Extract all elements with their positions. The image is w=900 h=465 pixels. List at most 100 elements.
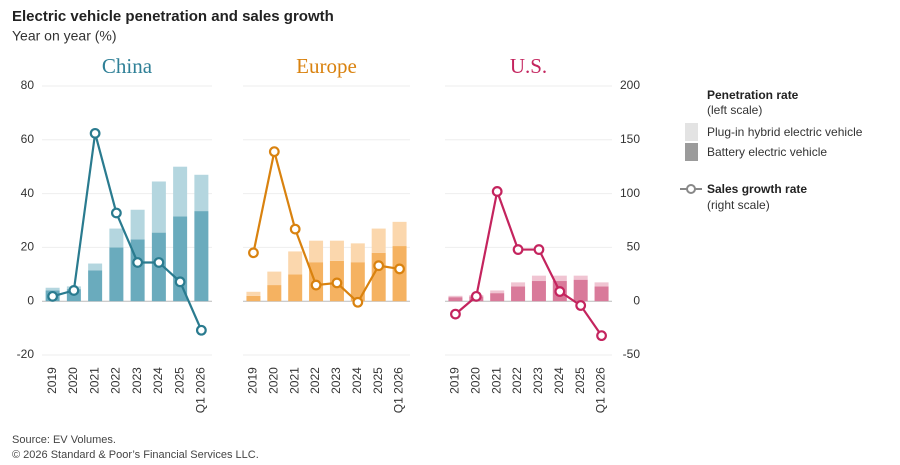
y-tick-label: 80 (21, 78, 35, 92)
point (132, 257, 144, 268)
point (153, 257, 165, 268)
panel-title: China (102, 54, 153, 78)
bar (490, 290, 505, 294)
bar (194, 211, 209, 302)
y-tick-label: 20 (21, 240, 35, 254)
legend-label: Plug-in hybrid electric vehicle (707, 125, 863, 139)
x-tick-label: 2023 (531, 367, 545, 394)
line (454, 187, 603, 337)
point (470, 290, 482, 302)
bar (109, 228, 124, 248)
point (373, 260, 385, 272)
x-tick-label: 2023 (130, 367, 144, 394)
bar (573, 275, 588, 280)
copyright: © 2026 Standard & Poor’s Financial Servi… (12, 449, 259, 461)
point (310, 279, 322, 291)
bar (573, 279, 588, 302)
x-tick-label: 2021 (489, 367, 503, 394)
y2-tick-label: 150 (620, 132, 640, 146)
point (575, 300, 587, 311)
x-tick-label: 2024 (151, 367, 165, 394)
bar (392, 221, 407, 247)
x-tick-label: 2024 (552, 367, 566, 394)
point (195, 324, 207, 336)
y-tick-label: 0 (27, 293, 34, 307)
point (596, 330, 607, 342)
bar (448, 297, 463, 302)
bar (45, 287, 60, 291)
x-tick-label: 2022 (308, 367, 322, 394)
point (491, 186, 503, 197)
legend-swatch (685, 143, 698, 161)
x-tick-label: 2021 (87, 367, 101, 394)
legend-label: Battery electric vehicle (707, 145, 827, 159)
bar (350, 262, 365, 302)
point (394, 263, 405, 275)
x-tick-label: 2019 (448, 367, 462, 394)
bar (246, 291, 261, 296)
point (47, 290, 59, 302)
bar (267, 271, 282, 286)
bar (173, 166, 188, 217)
x-tick-label: 2025 (573, 367, 587, 394)
bar (88, 263, 103, 271)
point (174, 276, 186, 288)
x-tick-label: 2021 (287, 367, 301, 394)
point (512, 244, 524, 255)
x-tick-label: 2024 (350, 367, 364, 394)
x-tick-label: 2020 (266, 367, 280, 394)
bar (194, 174, 209, 212)
panel-title: U.S. (510, 54, 547, 78)
point (289, 223, 301, 235)
x-tick-label: Q1 2026 (194, 367, 208, 413)
x-tick-label: 2020 (468, 367, 482, 394)
y2-tick-label: 50 (627, 240, 641, 254)
point (268, 146, 280, 158)
bar (288, 251, 303, 275)
bar (511, 282, 526, 287)
bar (552, 275, 567, 282)
bar (448, 295, 463, 298)
panel-title: Europe (296, 54, 357, 78)
x-tick-label: 2019 (246, 367, 260, 394)
legend: Penetration rate (left scale) Plug-in hy… (680, 88, 863, 212)
x-tick-label: 2022 (510, 367, 524, 394)
bar (130, 209, 145, 240)
bar (267, 285, 282, 302)
point (89, 127, 101, 139)
y2-tick-label: 0 (633, 293, 640, 307)
bar (88, 270, 103, 302)
point (110, 207, 122, 219)
chart-title: Electric vehicle penetration and sales g… (12, 8, 334, 25)
bar (531, 281, 546, 302)
x-tick-label: 2019 (45, 367, 59, 394)
x-tick-label: 2023 (329, 367, 343, 394)
bar (371, 228, 386, 253)
point (352, 296, 364, 308)
point (450, 308, 461, 320)
bar (329, 240, 344, 261)
x-tick-label: 2025 (172, 367, 186, 394)
bar (246, 295, 261, 302)
x-tick-label: 2025 (371, 367, 385, 394)
point (68, 285, 80, 296)
bar (173, 216, 188, 302)
y2-tick-label: 100 (620, 186, 640, 200)
point (331, 277, 343, 289)
source: Source: EV Volumes. (12, 434, 116, 446)
chart-subtitle: Year on year (%) (12, 28, 117, 44)
y-tick-label: -20 (17, 347, 35, 361)
bar (288, 274, 303, 302)
legend-marker (686, 184, 696, 194)
x-tick-label: Q1 2026 (594, 367, 608, 413)
x-tick-label: 2020 (66, 367, 80, 394)
point (533, 244, 545, 255)
bar (594, 286, 609, 302)
bar (371, 252, 386, 302)
line (252, 151, 400, 305)
legend-swatch (685, 123, 698, 141)
y-tick-label: 40 (21, 186, 35, 200)
bar (109, 247, 124, 302)
bar (511, 286, 526, 302)
y2-tick-label: -50 (623, 347, 641, 361)
